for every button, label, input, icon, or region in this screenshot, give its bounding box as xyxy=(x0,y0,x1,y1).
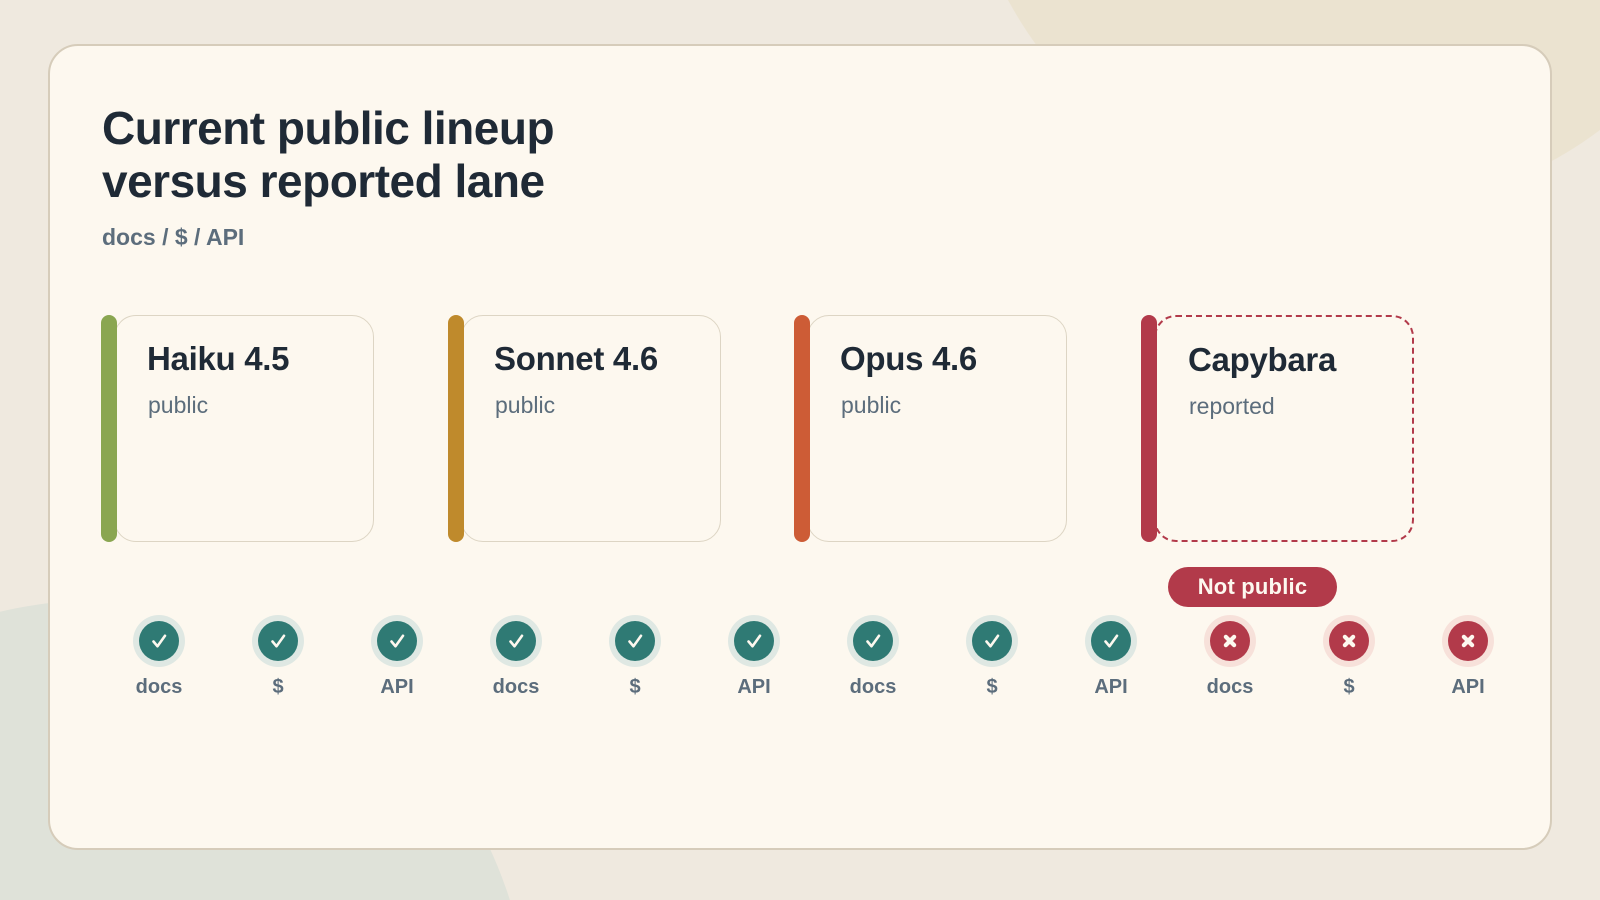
status-circle xyxy=(1329,621,1369,661)
model-name: Capybara xyxy=(1188,341,1337,378)
model-status: public xyxy=(841,392,902,418)
page-title: Current public lineup versus reported la… xyxy=(102,102,555,208)
main-panel: Current public lineup versus reported la… xyxy=(48,44,1552,850)
status-circle xyxy=(615,621,655,661)
check-icon xyxy=(509,634,524,648)
cross-icon xyxy=(1342,634,1356,648)
feature-label: docs xyxy=(492,676,540,698)
check-icon xyxy=(390,634,405,648)
check-icon xyxy=(985,634,1000,648)
feature-label: docs xyxy=(135,676,183,698)
check-icon xyxy=(866,634,881,648)
card-accent-bar xyxy=(101,315,117,542)
model-status: public xyxy=(148,392,209,418)
card-body: Haiku 4.5 public xyxy=(114,315,374,542)
check-icon xyxy=(628,634,643,648)
feature-status-item: API xyxy=(355,615,439,699)
subtitle-legend: docs / $ / API xyxy=(102,224,245,250)
feature-status-item: docs xyxy=(474,615,558,699)
feature-status-item: API xyxy=(1069,615,1153,699)
model-status: reported xyxy=(1189,393,1275,419)
card-body: Sonnet 4.6 public xyxy=(461,315,721,542)
feature-label: API xyxy=(737,676,771,698)
feature-label: $ xyxy=(629,676,641,698)
not-public-badge: Not public xyxy=(1168,567,1337,607)
card-body: Opus 4.6 public xyxy=(807,315,1067,542)
model-card-capybara: Capybara reported xyxy=(1141,315,1414,542)
model-card-opus-4-6: Opus 4.6 public xyxy=(794,315,1067,542)
card-accent-bar xyxy=(1141,315,1157,542)
status-circle xyxy=(139,621,179,661)
cross-icon xyxy=(1461,634,1475,648)
model-card-haiku-4-5: Haiku 4.5 public xyxy=(101,315,374,542)
check-icon xyxy=(271,634,286,648)
model-card-sonnet-4-6: Sonnet 4.6 public xyxy=(448,315,721,542)
card-accent-bar xyxy=(448,315,464,542)
feature-label: $ xyxy=(272,676,284,698)
feature-label: docs xyxy=(849,676,897,698)
status-circle xyxy=(972,621,1012,661)
model-status: public xyxy=(495,392,556,418)
status-circle xyxy=(377,621,417,661)
feature-status-item: docs xyxy=(831,615,915,699)
card-accent-bar xyxy=(794,315,810,542)
title-line-1: Current public lineup xyxy=(102,102,555,154)
title-line-2: versus reported lane xyxy=(102,155,545,207)
feature-label: API xyxy=(1094,676,1128,698)
check-icon xyxy=(152,634,167,648)
feature-status-item: $ xyxy=(236,615,320,699)
feature-status-item: API xyxy=(712,615,796,699)
feature-status-item: API xyxy=(1426,615,1510,699)
card-body: Capybara reported xyxy=(1154,315,1414,542)
status-circle xyxy=(734,621,774,661)
model-name: Haiku 4.5 xyxy=(147,340,290,377)
feature-label: API xyxy=(1451,676,1485,698)
status-circle xyxy=(1210,621,1250,661)
feature-label: API xyxy=(380,676,414,698)
feature-status-item: docs xyxy=(1188,615,1272,699)
status-circle xyxy=(258,621,298,661)
status-circle xyxy=(496,621,536,661)
check-icon xyxy=(747,634,762,648)
feature-status-item: docs xyxy=(117,615,201,699)
check-icon xyxy=(1104,634,1119,648)
model-name: Opus 4.6 xyxy=(840,340,977,377)
feature-label: $ xyxy=(1343,676,1355,698)
feature-status-item: $ xyxy=(593,615,677,699)
status-circle xyxy=(853,621,893,661)
feature-label: docs xyxy=(1206,676,1254,698)
model-name: Sonnet 4.6 xyxy=(494,340,658,377)
feature-label: $ xyxy=(986,676,998,698)
cross-icon xyxy=(1223,634,1237,648)
feature-status-item: $ xyxy=(950,615,1034,699)
status-circle xyxy=(1448,621,1488,661)
feature-status-item: $ xyxy=(1307,615,1391,699)
status-circle xyxy=(1091,621,1131,661)
